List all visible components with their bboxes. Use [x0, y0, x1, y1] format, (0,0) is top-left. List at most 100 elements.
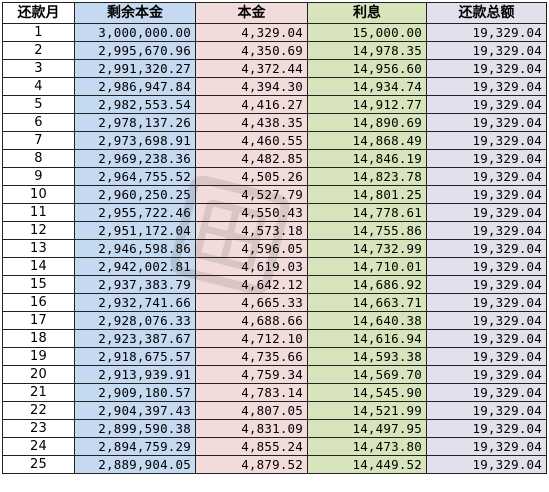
cell-month[interactable]: 14 [2, 257, 75, 276]
cell-total-payment[interactable]: 19,329.04 [426, 293, 547, 312]
cell-remaining-principal[interactable]: 2,889,904.05 [74, 455, 196, 474]
cell-interest[interactable]: 14,663.71 [307, 293, 427, 312]
cell-principal[interactable]: 4,642.12 [195, 275, 308, 294]
cell-principal[interactable]: 4,759.34 [195, 365, 308, 384]
cell-total-payment[interactable]: 19,329.04 [426, 275, 547, 294]
cell-principal[interactable]: 4,665.33 [195, 293, 308, 312]
cell-total-payment[interactable]: 19,329.04 [426, 383, 547, 402]
cell-remaining-principal[interactable]: 2,982,553.54 [74, 95, 196, 114]
cell-interest[interactable]: 14,593.38 [307, 347, 427, 366]
cell-remaining-principal[interactable]: 3,000,000.00 [74, 23, 196, 42]
header-remaining-principal[interactable]: 剩余本金 [74, 2, 196, 24]
cell-interest[interactable]: 14,569.70 [307, 365, 427, 384]
cell-interest[interactable]: 14,868.49 [307, 131, 427, 150]
cell-interest[interactable]: 14,956.60 [307, 59, 427, 78]
cell-total-payment[interactable]: 19,329.04 [426, 59, 547, 78]
cell-total-payment[interactable]: 19,329.04 [426, 311, 547, 330]
cell-interest[interactable]: 14,846.19 [307, 149, 427, 168]
cell-month[interactable]: 3 [2, 59, 75, 78]
cell-total-payment[interactable]: 19,329.04 [426, 329, 547, 348]
cell-month[interactable]: 2 [2, 41, 75, 60]
cell-month[interactable]: 18 [2, 329, 75, 348]
cell-remaining-principal[interactable]: 2,995,670.96 [74, 41, 196, 60]
cell-interest[interactable]: 14,801.25 [307, 185, 427, 204]
cell-interest[interactable]: 14,640.38 [307, 311, 427, 330]
cell-month[interactable]: 8 [2, 149, 75, 168]
cell-remaining-principal[interactable]: 2,928,076.33 [74, 311, 196, 330]
cell-remaining-principal[interactable]: 2,918,675.57 [74, 347, 196, 366]
cell-remaining-principal[interactable]: 2,932,741.66 [74, 293, 196, 312]
cell-interest[interactable]: 14,823.78 [307, 167, 427, 186]
cell-interest[interactable]: 14,778.61 [307, 203, 427, 222]
cell-remaining-principal[interactable]: 2,942,002.81 [74, 257, 196, 276]
cell-total-payment[interactable]: 19,329.04 [426, 77, 547, 96]
cell-month[interactable]: 25 [2, 455, 75, 474]
cell-remaining-principal[interactable]: 2,973,698.91 [74, 131, 196, 150]
header-interest[interactable]: 利息 [307, 2, 427, 24]
cell-remaining-principal[interactable]: 2,909,180.57 [74, 383, 196, 402]
cell-remaining-principal[interactable]: 2,923,387.67 [74, 329, 196, 348]
cell-interest[interactable]: 14,710.01 [307, 257, 427, 276]
cell-month[interactable]: 4 [2, 77, 75, 96]
cell-remaining-principal[interactable]: 2,894,759.29 [74, 437, 196, 456]
cell-principal[interactable]: 4,596.05 [195, 239, 308, 258]
cell-remaining-principal[interactable]: 2,960,250.25 [74, 185, 196, 204]
cell-remaining-principal[interactable]: 2,986,947.84 [74, 77, 196, 96]
cell-total-payment[interactable]: 19,329.04 [426, 221, 547, 240]
cell-interest[interactable]: 14,934.74 [307, 77, 427, 96]
cell-principal[interactable]: 4,394.30 [195, 77, 308, 96]
cell-remaining-principal[interactable]: 2,969,238.36 [74, 149, 196, 168]
cell-month[interactable]: 15 [2, 275, 75, 294]
cell-remaining-principal[interactable]: 2,951,172.04 [74, 221, 196, 240]
cell-month[interactable]: 9 [2, 167, 75, 186]
cell-month[interactable]: 20 [2, 365, 75, 384]
cell-interest[interactable]: 14,755.86 [307, 221, 427, 240]
cell-remaining-principal[interactable]: 2,913,939.91 [74, 365, 196, 384]
cell-principal[interactable]: 4,350.69 [195, 41, 308, 60]
cell-interest[interactable]: 14,616.94 [307, 329, 427, 348]
cell-total-payment[interactable]: 19,329.04 [426, 239, 547, 258]
cell-interest[interactable]: 14,473.80 [307, 437, 427, 456]
cell-principal[interactable]: 4,438.35 [195, 113, 308, 132]
cell-month[interactable]: 5 [2, 95, 75, 114]
cell-month[interactable]: 24 [2, 437, 75, 456]
cell-principal[interactable]: 4,482.85 [195, 149, 308, 168]
cell-month[interactable]: 19 [2, 347, 75, 366]
header-principal[interactable]: 本金 [195, 2, 308, 24]
cell-total-payment[interactable]: 19,329.04 [426, 347, 547, 366]
cell-principal[interactable]: 4,527.79 [195, 185, 308, 204]
cell-principal[interactable]: 4,688.66 [195, 311, 308, 330]
cell-interest[interactable]: 14,912.77 [307, 95, 427, 114]
cell-total-payment[interactable]: 19,329.04 [426, 203, 547, 222]
cell-interest[interactable]: 14,686.92 [307, 275, 427, 294]
cell-remaining-principal[interactable]: 2,978,137.26 [74, 113, 196, 132]
cell-month[interactable]: 22 [2, 401, 75, 420]
cell-month[interactable]: 21 [2, 383, 75, 402]
cell-principal[interactable]: 4,460.55 [195, 131, 308, 150]
cell-total-payment[interactable]: 19,329.04 [426, 149, 547, 168]
cell-principal[interactable]: 4,807.05 [195, 401, 308, 420]
cell-month[interactable]: 11 [2, 203, 75, 222]
cell-month[interactable]: 12 [2, 221, 75, 240]
cell-principal[interactable]: 4,550.43 [195, 203, 308, 222]
cell-principal[interactable]: 4,505.26 [195, 167, 308, 186]
cell-interest[interactable]: 14,732.99 [307, 239, 427, 258]
cell-total-payment[interactable]: 19,329.04 [426, 95, 547, 114]
cell-principal[interactable]: 4,855.24 [195, 437, 308, 456]
cell-month[interactable]: 10 [2, 185, 75, 204]
cell-remaining-principal[interactable]: 2,937,383.79 [74, 275, 196, 294]
cell-month[interactable]: 16 [2, 293, 75, 312]
cell-interest[interactable]: 15,000.00 [307, 23, 427, 42]
cell-principal[interactable]: 4,573.18 [195, 221, 308, 240]
cell-principal[interactable]: 4,619.03 [195, 257, 308, 276]
cell-remaining-principal[interactable]: 2,904,397.43 [74, 401, 196, 420]
cell-remaining-principal[interactable]: 2,955,722.46 [74, 203, 196, 222]
cell-total-payment[interactable]: 19,329.04 [426, 455, 547, 474]
cell-total-payment[interactable]: 19,329.04 [426, 401, 547, 420]
cell-month[interactable]: 6 [2, 113, 75, 132]
cell-remaining-principal[interactable]: 2,991,320.27 [74, 59, 196, 78]
cell-month[interactable]: 13 [2, 239, 75, 258]
cell-month[interactable]: 17 [2, 311, 75, 330]
cell-remaining-principal[interactable]: 2,899,590.38 [74, 419, 196, 438]
header-total-payment[interactable]: 还款总额 [426, 2, 547, 24]
